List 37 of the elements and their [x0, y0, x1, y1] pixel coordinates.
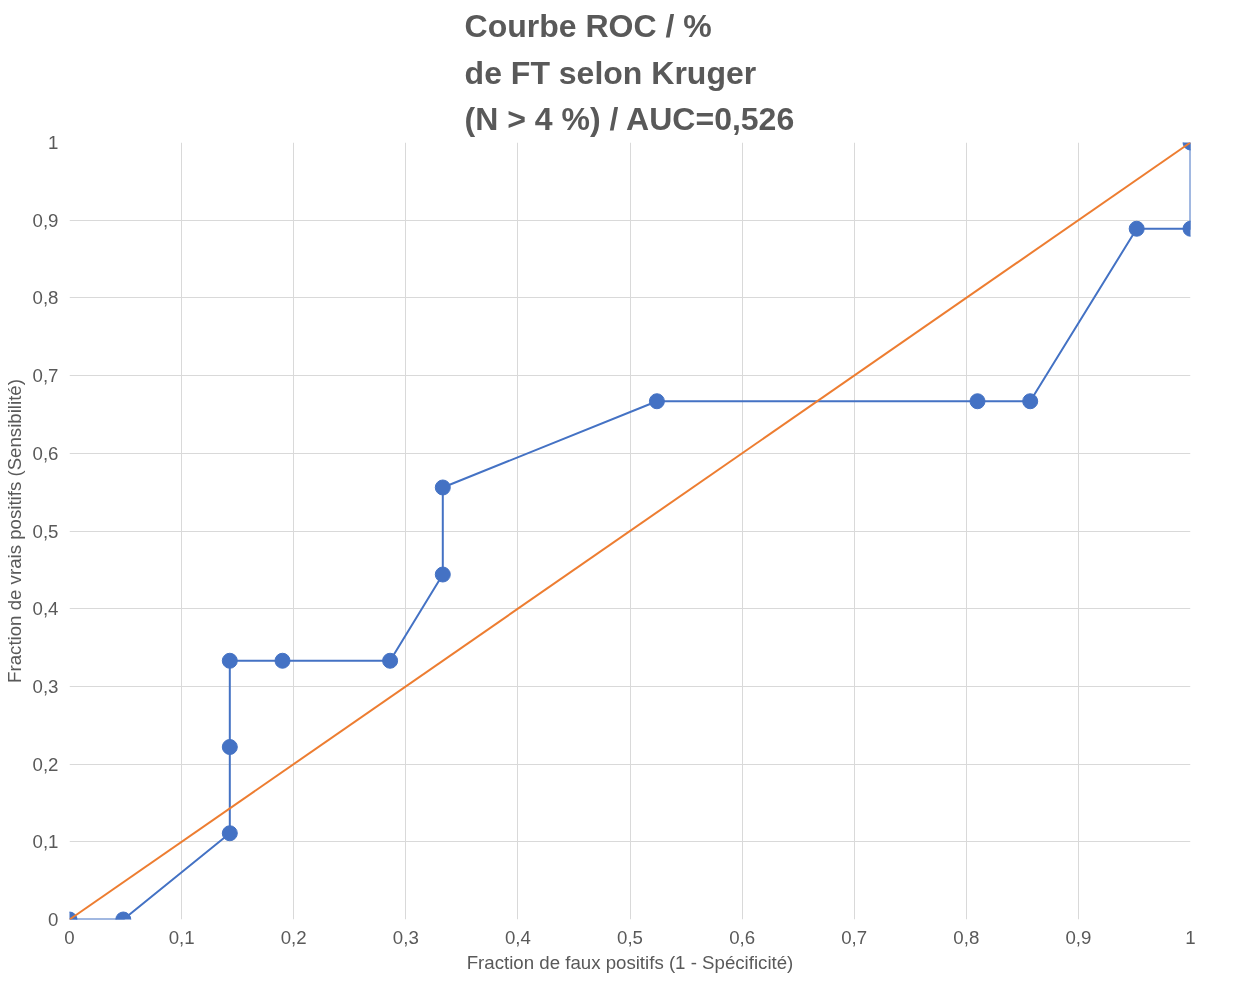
y-tick-label: 0,6	[32, 442, 59, 464]
y-tick-label: 0,2	[32, 753, 59, 775]
chart-title: Courbe ROC / % de FT selon Kruger (N > 4 %) / AUC=0,526	[464, 7, 795, 138]
y-tick-label: 0	[48, 909, 59, 930]
x-axis-title: Fraction de faux positifs (1 - Spécificité)	[466, 951, 794, 973]
line-series	[69, 142, 1191, 920]
x-tick-label: 0,1	[168, 926, 195, 948]
x-tick-label: 0,6	[729, 926, 756, 948]
point	[1022, 393, 1039, 410]
point	[1128, 220, 1145, 237]
y-tick-label: 0,9	[32, 209, 59, 231]
point	[434, 479, 451, 496]
x-tick-label: 0,8	[953, 926, 980, 948]
x-tick-label: 0,3	[392, 926, 419, 948]
y-tick-label: 0,8	[32, 287, 59, 309]
y-tick-label: 0,7	[32, 365, 59, 387]
x-tick-label: 0,5	[617, 926, 643, 948]
x-tick-label: 0,9	[1065, 926, 1092, 948]
y-tick-label: 0,1	[32, 831, 59, 853]
x-tick-label: 0,7	[841, 926, 868, 948]
y-axis-title: Fraction de vrais positifs (Sensibilité)	[3, 379, 25, 683]
point	[274, 652, 291, 669]
point	[434, 566, 451, 583]
point	[382, 652, 399, 669]
point	[221, 652, 238, 669]
y-tick-label: 0,4	[32, 598, 59, 620]
y-tick-label: 1	[48, 132, 59, 153]
point	[221, 739, 238, 755]
point	[221, 825, 238, 842]
point	[648, 393, 665, 410]
x-tick-label: 1	[1185, 926, 1196, 948]
y-tick-label: 0,5	[32, 520, 59, 542]
x-tick-label: 0,4	[504, 926, 531, 948]
y-tick-label: 0,3	[32, 675, 59, 697]
x-tick-label: 0	[64, 926, 75, 948]
x-tick-label: 0,2	[280, 926, 307, 948]
point	[969, 393, 986, 410]
